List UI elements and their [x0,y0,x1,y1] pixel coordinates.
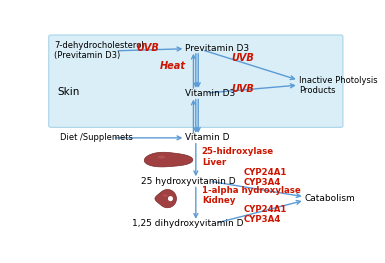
Text: 25 hydroxyvitamin D: 25 hydroxyvitamin D [141,177,235,186]
Text: Skin: Skin [57,87,79,97]
Text: UVB: UVB [232,53,254,63]
Text: 1-alpha hydroxylase
Kidney: 1-alpha hydroxylase Kidney [202,186,301,205]
Text: Heat: Heat [160,61,186,71]
Text: CYP24A1
CYP3A4: CYP24A1 CYP3A4 [244,168,287,188]
Text: UVB: UVB [136,43,159,53]
Text: UVB: UVB [232,84,254,94]
Polygon shape [144,152,193,167]
Ellipse shape [163,194,167,197]
FancyBboxPatch shape [49,35,343,127]
Polygon shape [155,190,176,208]
Text: Inactive Photolysis
Products: Inactive Photolysis Products [299,75,377,95]
Text: 1,25 dihydroxyvitamin D: 1,25 dihydroxyvitamin D [132,219,243,229]
Text: Diet /Supplemets: Diet /Supplemets [60,133,133,142]
Ellipse shape [158,156,165,159]
Polygon shape [168,196,173,201]
Text: Vitamin D3: Vitamin D3 [186,89,236,98]
Text: 25-hidroxylase
Liver: 25-hidroxylase Liver [202,148,274,167]
Text: CYP24A1
CYP3A4: CYP24A1 CYP3A4 [244,205,287,224]
Text: Catabolism: Catabolism [305,194,355,203]
Text: Previtamin D3: Previtamin D3 [186,44,249,53]
Text: Vitamin D: Vitamin D [186,133,230,142]
Text: 7-dehydrocholesterol
(Previtamin D3): 7-dehydrocholesterol (Previtamin D3) [54,41,144,60]
